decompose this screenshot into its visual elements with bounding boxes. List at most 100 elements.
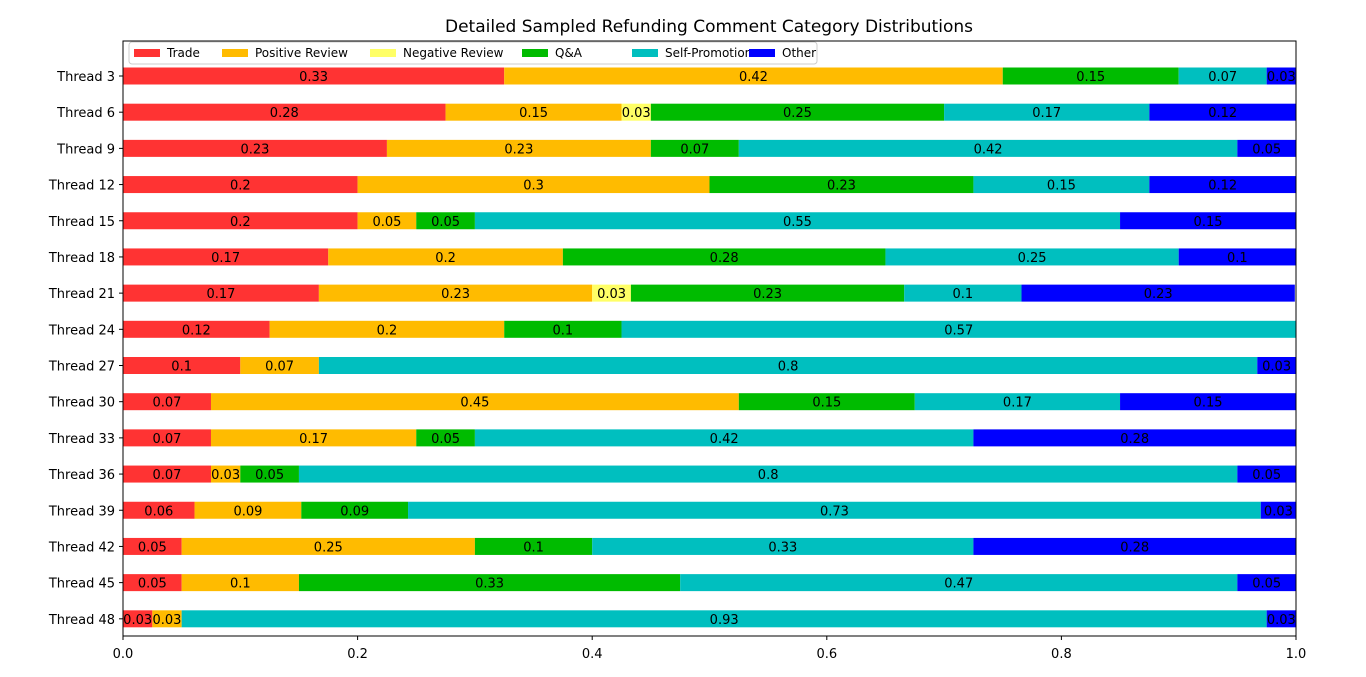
legend-label: Other bbox=[782, 46, 816, 60]
legend-swatch bbox=[370, 49, 396, 57]
bar-value-label: 0.15 bbox=[1076, 70, 1105, 85]
bar-segment bbox=[1149, 176, 1296, 194]
bar-segment bbox=[973, 537, 1296, 555]
bar-segment bbox=[210, 465, 241, 483]
bar-value-label: 0.1 bbox=[523, 540, 544, 555]
bar-value-label: 0.2 bbox=[230, 179, 251, 194]
bar-value-label: 0.42 bbox=[974, 142, 1003, 157]
bar-segment bbox=[123, 67, 505, 85]
bar-segment bbox=[298, 465, 1238, 483]
bar-value-label: 0.28 bbox=[1120, 540, 1149, 555]
bar-value-label: 0.15 bbox=[812, 396, 841, 411]
legend-swatch bbox=[632, 49, 658, 57]
bar-value-label: 0.07 bbox=[153, 432, 182, 447]
bar-value-label: 0.1 bbox=[553, 323, 574, 338]
y-tick-label: Thread 48 bbox=[48, 613, 115, 628]
bar-segment bbox=[592, 537, 974, 555]
bar-segment bbox=[152, 610, 182, 628]
bar-value-label: 0.25 bbox=[1018, 251, 1047, 266]
y-tick-label: Thread 18 bbox=[48, 251, 115, 266]
bar-value-label: 0.12 bbox=[182, 323, 211, 338]
bar-segment bbox=[240, 357, 319, 374]
bar-segment bbox=[181, 574, 299, 592]
bar-segment bbox=[123, 393, 211, 411]
bar-value-label: 0.57 bbox=[944, 323, 973, 338]
y-tick-label: Thread 42 bbox=[48, 540, 115, 555]
bar-value-label: 0.03 bbox=[622, 106, 651, 121]
bar-segment bbox=[445, 103, 622, 121]
bar-value-label: 0.09 bbox=[233, 504, 262, 519]
bar-value-label: 0.23 bbox=[827, 179, 856, 194]
bar-segment bbox=[1260, 501, 1296, 519]
bar-value-label: 0.1 bbox=[953, 287, 974, 302]
x-tick-label: 0.4 bbox=[582, 647, 603, 662]
legend-box bbox=[128, 41, 818, 65]
bar-value-label: 0.03 bbox=[211, 468, 240, 483]
bar-value-label: 0.33 bbox=[475, 577, 504, 592]
legend-swatch bbox=[749, 49, 775, 57]
bar-segment bbox=[123, 357, 241, 374]
bar-value-label: 0.8 bbox=[778, 360, 799, 375]
bar-value-label: 0.15 bbox=[1194, 396, 1223, 411]
bar-segment bbox=[1002, 67, 1179, 85]
bar-segment bbox=[123, 501, 195, 519]
bar-segment bbox=[504, 320, 622, 338]
legend: Trade Positive Review Negative Review Q&A Se… bbox=[128, 41, 818, 65]
bar-segment bbox=[181, 537, 475, 555]
bar-value-label: 0.45 bbox=[460, 396, 489, 411]
bar-segment bbox=[1149, 103, 1296, 121]
bar-value-label: 0.07 bbox=[265, 360, 294, 375]
bar-segment bbox=[650, 103, 945, 121]
bar-value-label: 0.03 bbox=[153, 613, 182, 628]
bar-segment bbox=[680, 574, 1238, 592]
legend-swatch bbox=[134, 49, 160, 57]
bar-segment bbox=[562, 248, 886, 266]
bar-segment bbox=[1178, 67, 1267, 85]
bar-segment bbox=[123, 320, 270, 338]
bar-value-label: 0.05 bbox=[255, 468, 284, 483]
bar-segment bbox=[944, 103, 1150, 121]
x-tick-label: 0.8 bbox=[1051, 647, 1072, 662]
bar-value-label: 0.05 bbox=[1252, 468, 1281, 483]
bar-value-label: 0.03 bbox=[1267, 613, 1296, 628]
bar-value-label: 0.2 bbox=[435, 251, 456, 266]
legend-label: Positive Review bbox=[255, 46, 348, 60]
bar-value-label: 0.2 bbox=[230, 215, 251, 230]
legend-label: Q&A bbox=[555, 46, 583, 60]
bar-segment bbox=[123, 103, 446, 121]
bar-segment bbox=[123, 212, 358, 230]
bar-value-label: 0.15 bbox=[1047, 179, 1076, 194]
bar-segment bbox=[1237, 139, 1296, 157]
x-tick-label: 0.6 bbox=[816, 647, 837, 662]
bar-value-label: 0.17 bbox=[206, 287, 235, 302]
bar-segment bbox=[1237, 465, 1296, 483]
bar-value-label: 0.23 bbox=[441, 287, 470, 302]
bar-segment bbox=[416, 212, 475, 230]
y-tick-label: Thread 21 bbox=[48, 287, 115, 302]
bar-value-label: 0.23 bbox=[1144, 287, 1173, 302]
bar-segment bbox=[621, 320, 1296, 338]
bar-segment bbox=[973, 176, 1150, 194]
bar-value-label: 0.25 bbox=[314, 540, 343, 555]
bar-value-label: 0.05 bbox=[1252, 142, 1281, 157]
bar-segment bbox=[474, 212, 1121, 230]
bar-segment bbox=[1237, 574, 1296, 592]
bar-segment bbox=[738, 139, 1238, 157]
bar-value-label: 0.23 bbox=[753, 287, 782, 302]
bar-segment bbox=[738, 393, 915, 411]
bar-segment bbox=[123, 610, 153, 628]
bar-value-label: 0.05 bbox=[138, 577, 167, 592]
legend-label: Negative Review bbox=[403, 46, 504, 60]
bar-value-label: 0.17 bbox=[1032, 106, 1061, 121]
bar-segment bbox=[621, 103, 651, 121]
y-tick-label: Thread 30 bbox=[48, 396, 115, 411]
bar-segment bbox=[1120, 212, 1296, 230]
bar-value-label: 0.07 bbox=[153, 396, 182, 411]
bar-value-label: 0.8 bbox=[758, 468, 779, 483]
bar-segment bbox=[408, 501, 1261, 519]
bar-segment bbox=[630, 284, 905, 302]
bar-segment bbox=[1257, 357, 1296, 374]
bar-segment bbox=[885, 248, 1179, 266]
bar-value-label: 0.17 bbox=[299, 432, 328, 447]
